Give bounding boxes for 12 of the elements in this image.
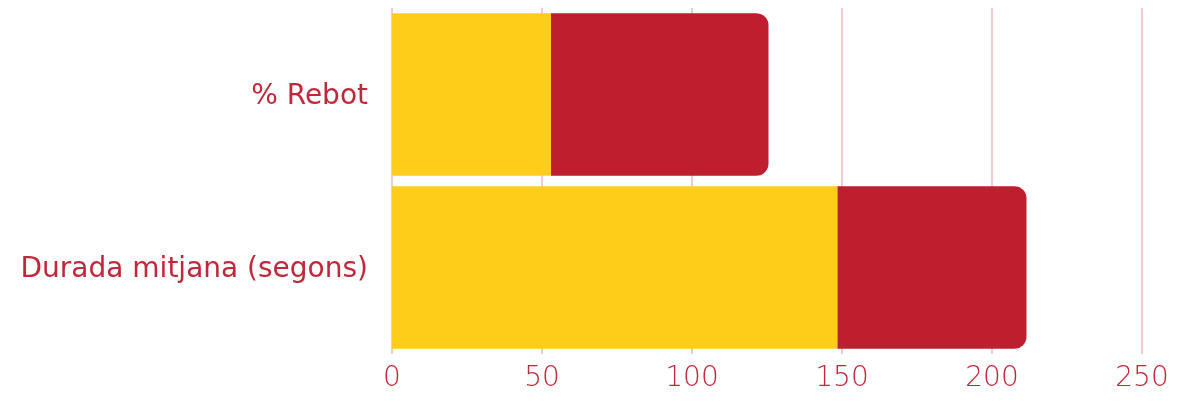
y-tick-label: % Rebot	[251, 78, 369, 111]
bar	[551, 13, 769, 176]
x-tick-label: 0	[383, 359, 401, 393]
y-tick-label: Durada mitjana (segons)	[20, 251, 368, 284]
bar	[392, 13, 551, 176]
x-tick-label: 100	[665, 359, 719, 393]
x-tick-label: 200	[965, 359, 1019, 393]
x-tick-label: 150	[815, 359, 869, 393]
x-tick-label: 50	[524, 359, 560, 393]
x-tick-label: 250	[1115, 359, 1169, 393]
bar	[837, 186, 1027, 349]
bar	[392, 186, 838, 349]
